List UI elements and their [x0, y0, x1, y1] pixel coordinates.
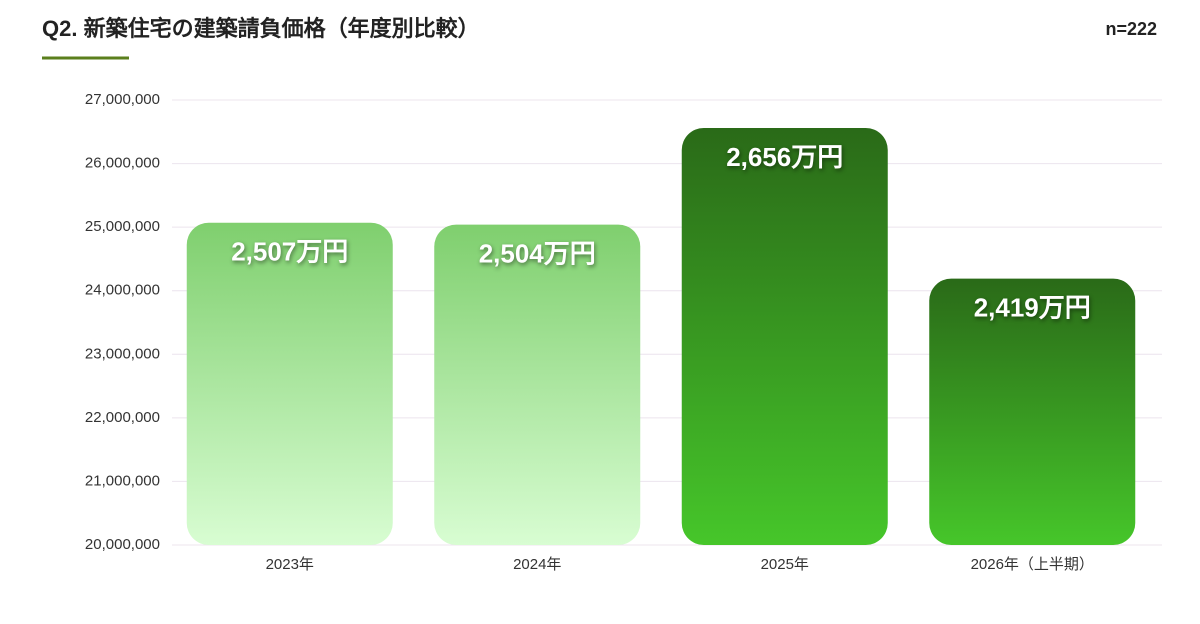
y-tick-label: 21,000,000	[85, 472, 160, 489]
value-label: 2,419万円	[974, 293, 1091, 323]
x-tick-label: 2023年	[266, 556, 314, 573]
sample-size: n=222	[1105, 19, 1157, 39]
chart-title: Q2. 新築住宅の建築請負価格（年度別比較）	[42, 16, 480, 41]
y-tick-label: 25,000,000	[85, 218, 160, 235]
x-tick-label: 2025年	[761, 556, 809, 573]
value-label: 2,504万円	[479, 238, 596, 268]
bar	[186, 222, 393, 545]
value-label: 2,507万円	[231, 237, 348, 267]
x-tick-label: 2024年	[513, 556, 561, 573]
value-label: 2,656万円	[726, 142, 843, 172]
bar	[434, 224, 641, 545]
bar	[929, 278, 1136, 545]
y-tick-label: 26,000,000	[85, 155, 160, 172]
y-tick-label: 27,000,000	[85, 91, 160, 108]
y-tick-label: 22,000,000	[85, 409, 160, 426]
y-tick-label: 20,000,000	[85, 536, 160, 553]
bar	[681, 127, 888, 545]
x-tick-label: 2026年（上半期）	[971, 556, 1094, 573]
y-tick-label: 23,000,000	[85, 345, 160, 362]
y-tick-label: 24,000,000	[85, 282, 160, 299]
